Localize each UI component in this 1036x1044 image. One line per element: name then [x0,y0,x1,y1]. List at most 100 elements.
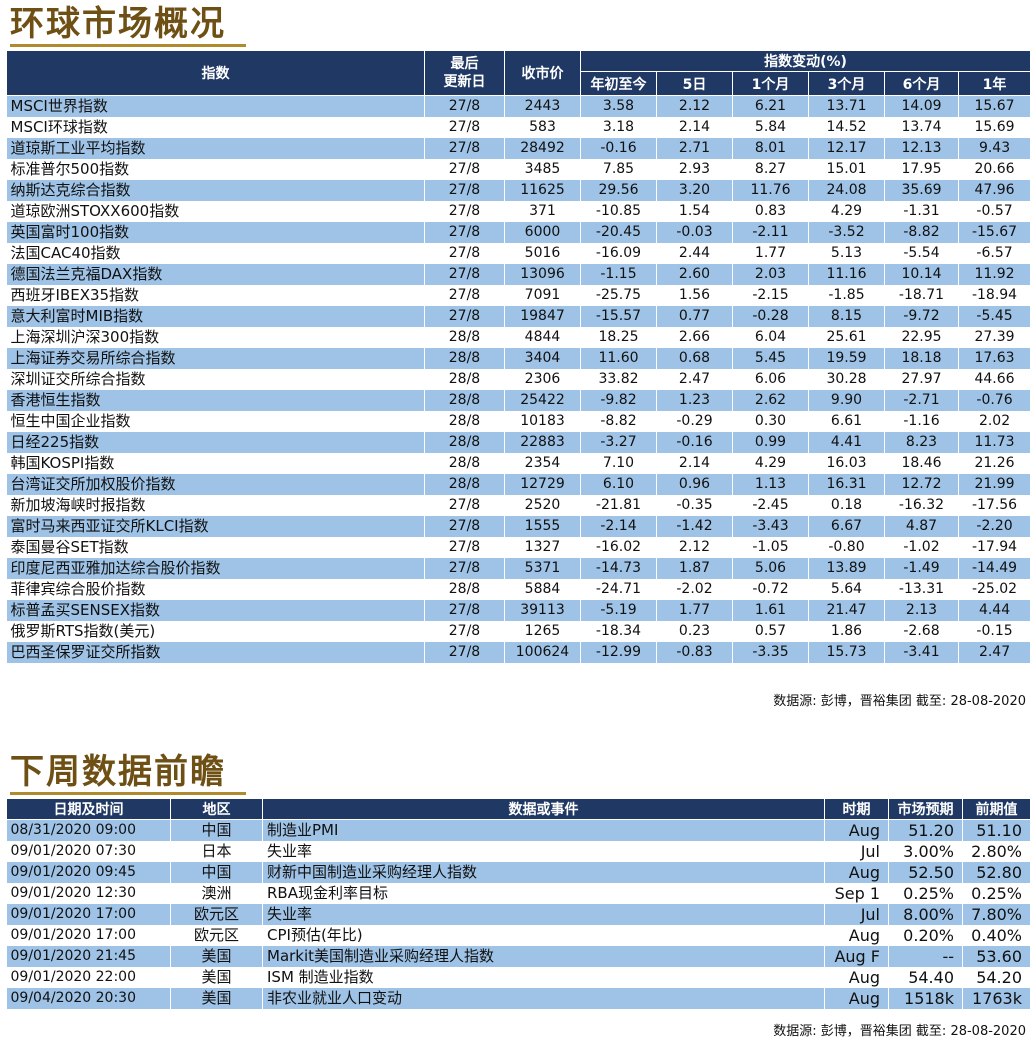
title-underline [10,792,246,795]
change-ytd: -5.19 [580,600,657,621]
event-previous: 7.80% [962,904,1031,925]
event-previous: 0.40% [962,925,1031,946]
change-1y: 44.66 [958,369,1032,390]
change-6m: 12.13 [884,138,959,159]
index-name: 上海深圳沪深300指数 [6,327,425,348]
index-name: 西班牙IBEX35指数 [6,285,425,306]
change-ytd: -1.15 [580,264,657,285]
updated-date: 27/8 [424,159,505,180]
event-region: 日本 [170,841,263,862]
change-1y: -14.49 [958,558,1032,579]
event-region: 澳洲 [170,883,263,904]
change-1m: 0.57 [732,621,809,642]
table-row: 意大利富时MIB指数 27/8 19847 -15.57 0.77 -0.28 8.15 -9… [6,306,1032,327]
event-previous: 1763k [962,988,1031,1009]
change-6m: 2.13 [884,600,959,621]
change-1m: 6.21 [732,95,809,117]
table-row: 道琼欧洲STOXX600指数 27/8 371 -10.85 1.54 0.83 4.29-… [6,201,1032,222]
change-ytd: 7.85 [580,159,657,180]
change-1m: 6.06 [732,369,809,390]
table-row: 印度尼西亚雅加达综合股价指数 27/8 5371 -14.73 1.87 5.06 13.8… [6,558,1032,579]
close-price: 100624 [504,642,581,663]
change-6m: -18.71 [884,285,959,306]
header-updated-line1: 最后 [450,56,479,72]
change-1y: 27.39 [958,327,1032,348]
index-name: 意大利富时MIB指数 [6,306,425,327]
table-row: 09/01/2020 09:45 中国 财新中国制造业采购经理人指数 Aug 52.50… [6,862,1031,883]
table-row: 09/01/2020 17:00 欧元区 失业率 Jul 8.00% 7.80% [6,904,1031,925]
change-3m: -0.80 [808,537,885,558]
change-3m: 13.89 [808,558,885,579]
week-source-note: 数据源: 彭博，晋裕集团 截至: 28-08-2020 [773,1024,1026,1039]
close-price: 6000 [504,222,581,243]
close-price: 13096 [504,264,581,285]
change-1m: -2.11 [732,222,809,243]
change-6m: -3.41 [884,642,959,663]
index-name: 道琼斯工业平均指数 [6,138,425,159]
change-ytd: -0.16 [580,138,657,159]
change-6m: 4.87 [884,516,959,537]
change-3m: 5.13 [808,243,885,264]
change-3m: 13.71 [808,95,885,117]
close-price: 2354 [504,453,581,474]
change-ytd: -12.99 [580,642,657,663]
index-name: 标普孟买SENSEX指数 [6,600,425,621]
change-1m: -2.15 [732,285,809,306]
change-1m: 2.62 [732,390,809,411]
change-1y: 15.69 [958,117,1032,138]
updated-date: 28/8 [424,432,505,453]
change-ytd: 7.10 [580,453,657,474]
table-row: 道琼斯工业平均指数 27/8 28492 -0.16 2.71 8.01 12.17 12.1… [6,138,1032,159]
index-name: 泰国曼谷SET指数 [6,537,425,558]
updated-date: 27/8 [424,558,505,579]
change-1m: 0.30 [732,411,809,432]
table-row: 09/04/2020 20:30 美国 非农业就业人口变动 Aug 1518k 1763k [6,988,1031,1009]
change-5d: 1.77 [656,600,733,621]
change-6m: 17.95 [884,159,959,180]
change-6m: 22.95 [884,327,959,348]
change-1y: -0.57 [958,201,1032,222]
change-6m: -13.31 [884,579,959,600]
global-source-note: 数据源: 彭博，晋裕集团 截至: 28-08-2020 [773,694,1026,709]
event-region: 欧元区 [170,904,263,925]
change-1m: -0.72 [732,579,809,600]
change-6m: -2.71 [884,390,959,411]
event-forecast: 3.00% [888,841,963,862]
event-forecast: 0.25% [888,883,963,904]
change-6m: -16.32 [884,495,959,516]
change-ytd: -20.45 [580,222,657,243]
table-row: 日经225指数 28/8 22883 -3.27 -0.16 0.99 4.41 8.23 11… [6,432,1032,453]
table-row: 新加坡海峡时报指数 27/8 2520 -21.81 -0.35 -2.45 0.18 -16… [6,495,1032,516]
event-datetime: 08/31/2020 09:00 [6,819,171,841]
close-price: 2443 [504,95,581,117]
header-5d: 5日 [656,71,733,96]
change-6m: -1.16 [884,411,959,432]
change-1m: -1.05 [732,537,809,558]
event-previous: 53.60 [962,946,1031,967]
event-region: 美国 [170,988,263,1009]
change-ytd: -3.27 [580,432,657,453]
event-datetime: 09/01/2020 09:45 [6,862,171,883]
change-5d: 2.44 [656,243,733,264]
change-6m: 35.69 [884,180,959,201]
close-price: 1555 [504,516,581,537]
change-6m: 10.14 [884,264,959,285]
change-1m: 2.03 [732,264,809,285]
event-previous: 0.25% [962,883,1031,904]
event-name: 财新中国制造业采购经理人指数 [262,862,825,883]
updated-date: 28/8 [424,411,505,432]
table-row: 09/01/2020 17:00 欧元区 CPI预估(年比) Aug 0.20% 0.40… [6,925,1031,946]
change-6m: 18.46 [884,453,959,474]
event-forecast: 54.40 [888,967,963,988]
table-row: 09/01/2020 21:45 美国 Markit美国制造业采购经理人指数 Aug … [6,946,1031,967]
event-region: 美国 [170,967,263,988]
index-name: 法国CAC40指数 [6,243,425,264]
event-previous: 2.80% [962,841,1031,862]
event-datetime: 09/01/2020 17:00 [6,904,171,925]
event-previous: 51.10 [962,819,1031,841]
change-3m: 16.03 [808,453,885,474]
change-1y: -0.15 [958,621,1032,642]
close-price: 12729 [504,474,581,495]
change-1m: 6.04 [732,327,809,348]
index-name: 台湾证交所加权股价指数 [6,474,425,495]
